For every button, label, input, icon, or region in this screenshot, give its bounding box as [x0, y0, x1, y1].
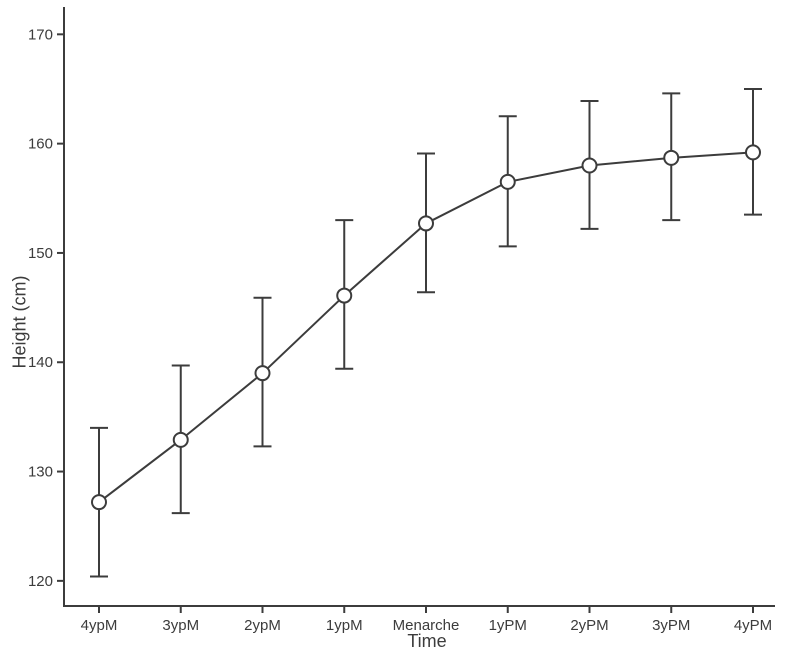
x-tick-label: 2yPM: [570, 617, 608, 634]
y-tick-label: 130: [28, 464, 53, 481]
x-tick-label: Menarche: [393, 617, 460, 634]
data-point: [254, 365, 271, 382]
x-tick-label: 4ypM: [81, 617, 118, 634]
data-point: [499, 173, 516, 190]
x-tick-label: 1yPM: [489, 617, 527, 634]
x-tick-label: 2ypM: [244, 617, 281, 634]
data-point: [172, 431, 189, 448]
y-axis-title: Height (cm): [9, 275, 30, 369]
y-tick-label: 170: [28, 26, 53, 43]
data-point: [91, 494, 107, 511]
data-point: [418, 215, 434, 232]
x-tick-label: 1ypM: [326, 617, 363, 634]
data-point: [336, 287, 353, 304]
y-tick-label: 160: [28, 136, 53, 153]
data-point: [581, 157, 598, 174]
y-tick-label: 150: [28, 245, 53, 262]
data-point: [663, 149, 680, 166]
x-tick-label: 4yPM: [734, 617, 772, 634]
x-axis-title: Time: [407, 631, 447, 651]
data-point: [745, 144, 761, 161]
y-tick-label: 140: [28, 354, 53, 371]
y-tick-label: 120: [28, 573, 53, 590]
x-tick-label: 3yPM: [652, 617, 690, 634]
x-tick-label: 3ypM: [162, 617, 199, 634]
